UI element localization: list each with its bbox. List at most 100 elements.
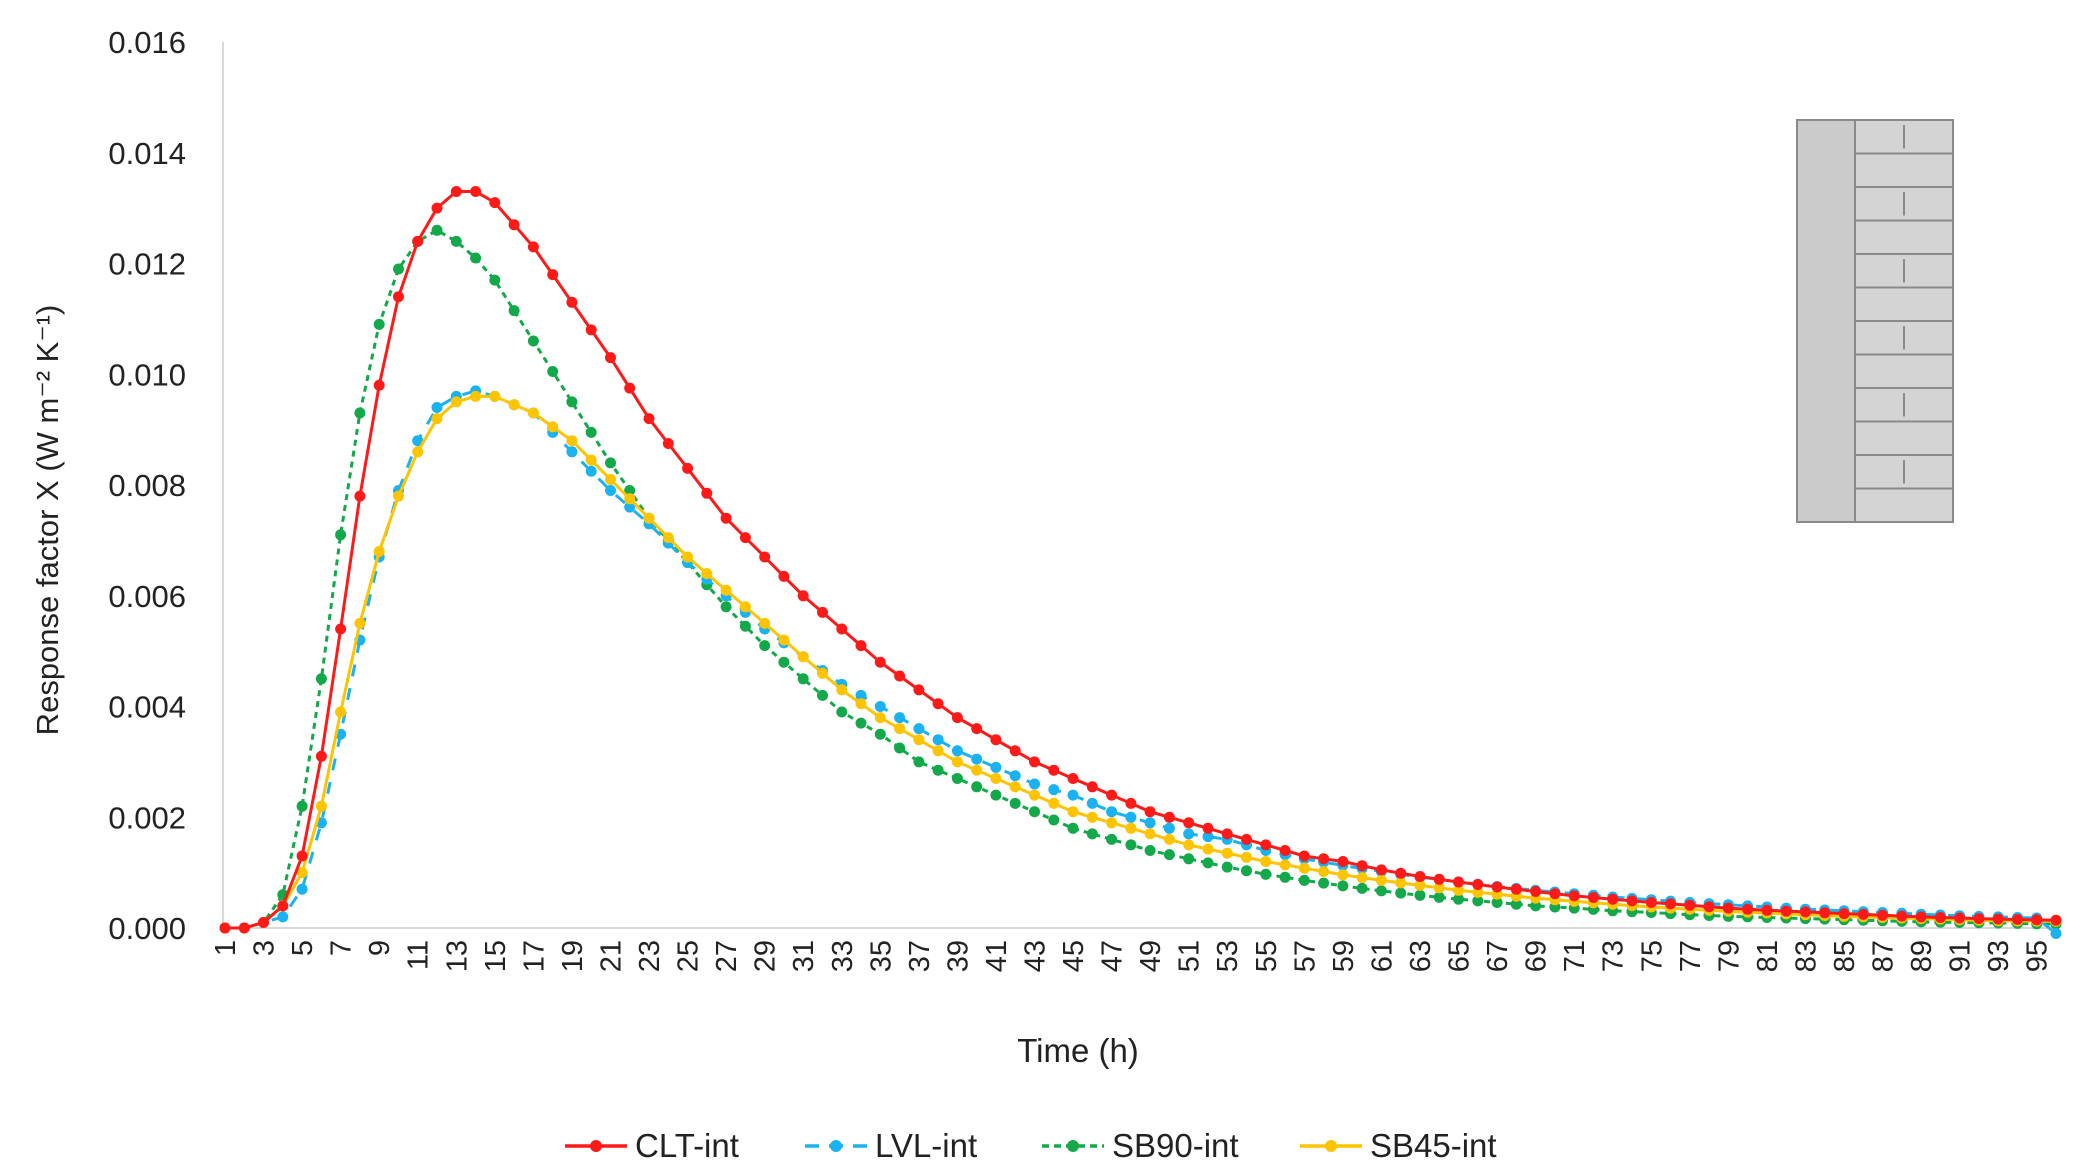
data-point xyxy=(1009,781,1021,793)
data-point xyxy=(624,382,636,394)
data-point xyxy=(315,673,327,685)
x-tick-label: 9 xyxy=(364,940,396,956)
data-point xyxy=(1607,893,1619,905)
data-point xyxy=(2050,914,2062,926)
data-point xyxy=(1009,770,1021,782)
x-tick-label: 75 xyxy=(1636,940,1668,972)
x-tick-label: 59 xyxy=(1328,940,1360,972)
y-tick-label: 0.016 xyxy=(108,25,186,60)
data-point xyxy=(1665,898,1676,910)
legend-label: LVL-int xyxy=(875,1127,977,1164)
data-point xyxy=(720,584,732,596)
data-point xyxy=(527,335,539,347)
x-tick-label: 47 xyxy=(1097,940,1129,972)
data-point xyxy=(1067,806,1079,818)
data-point xyxy=(778,570,790,582)
data-point xyxy=(1009,745,1021,757)
data-point xyxy=(894,712,906,724)
data-point xyxy=(1029,756,1040,768)
legend-item-sb45-int: SB45-int xyxy=(1300,1127,1497,1164)
y-axis-title: Response factor X (W m⁻² K⁻¹) xyxy=(30,305,65,736)
data-point xyxy=(894,742,906,754)
data-point xyxy=(817,606,828,618)
data-point xyxy=(1799,906,1811,918)
data-point xyxy=(836,706,848,718)
data-point xyxy=(1279,845,1291,856)
data-point xyxy=(817,667,828,679)
data-point xyxy=(508,219,520,231)
x-tick-label: 71 xyxy=(1559,940,1591,972)
data-point xyxy=(624,493,636,505)
data-point xyxy=(1221,828,1233,840)
data-point xyxy=(1934,912,1946,923)
data-point xyxy=(1029,778,1040,790)
data-point xyxy=(1433,891,1445,903)
data-point xyxy=(1510,883,1522,895)
data-point xyxy=(913,734,925,746)
data-point xyxy=(913,756,925,768)
data-point xyxy=(778,656,790,668)
data-point xyxy=(990,761,1002,773)
legend-item-sb90-int: SB90-int xyxy=(1042,1127,1239,1164)
data-point xyxy=(836,623,848,635)
data-point xyxy=(393,291,404,303)
data-point xyxy=(1260,868,1272,880)
data-point xyxy=(1163,849,1175,861)
data-point xyxy=(450,186,462,197)
data-point xyxy=(643,413,655,425)
y-tick-label: 0.008 xyxy=(108,468,186,503)
x-tick-label: 7 xyxy=(326,940,358,956)
data-point xyxy=(1163,811,1175,823)
data-point xyxy=(1453,893,1464,905)
data-point xyxy=(1414,871,1426,882)
data-point xyxy=(412,435,424,447)
data-point xyxy=(1857,908,1869,920)
data-point xyxy=(1472,895,1484,907)
data-point xyxy=(1414,889,1426,901)
x-tick-label: 87 xyxy=(1868,940,1900,972)
data-point xyxy=(759,551,771,563)
data-point xyxy=(932,734,944,746)
data-point xyxy=(354,407,366,419)
data-point xyxy=(1048,784,1060,796)
data-point xyxy=(2031,914,2043,926)
data-point xyxy=(354,490,366,502)
legend-item-clt-int: CLT-int xyxy=(565,1127,739,1164)
x-tick-label: 67 xyxy=(1482,940,1514,972)
data-point xyxy=(894,723,906,735)
data-point xyxy=(1106,789,1118,801)
legend-marker xyxy=(830,1140,842,1152)
data-point xyxy=(1973,913,1985,925)
data-point xyxy=(1221,847,1233,859)
data-point xyxy=(508,305,520,317)
data-point xyxy=(1375,864,1387,876)
x-tick-label: 45 xyxy=(1058,940,1090,972)
data-point xyxy=(373,379,385,391)
data-point xyxy=(605,485,616,496)
x-tick-label: 35 xyxy=(865,940,897,972)
data-point xyxy=(315,750,327,762)
x-tick-label: 41 xyxy=(981,940,1013,972)
data-point xyxy=(566,296,578,308)
x-tick-label: 81 xyxy=(1752,940,1784,972)
legend-item-lvl-int: LVL-int xyxy=(805,1127,977,1164)
data-point xyxy=(585,454,597,466)
data-point xyxy=(354,617,366,629)
wall-section-icon xyxy=(1796,119,1954,523)
data-point xyxy=(238,922,250,934)
data-point xyxy=(855,717,867,729)
data-point xyxy=(739,620,751,632)
data-point xyxy=(277,900,289,912)
data-point xyxy=(1086,797,1098,809)
data-point xyxy=(990,773,1002,784)
data-point xyxy=(855,640,867,652)
data-point xyxy=(1086,781,1098,793)
data-point xyxy=(1395,887,1407,899)
legend-marker xyxy=(590,1140,602,1152)
y-tick-label: 0.000 xyxy=(108,911,186,946)
data-point xyxy=(373,318,385,330)
data-point xyxy=(219,922,231,934)
data-point xyxy=(682,551,694,563)
data-point xyxy=(450,396,462,408)
x-tick-label: 85 xyxy=(1829,940,1861,972)
